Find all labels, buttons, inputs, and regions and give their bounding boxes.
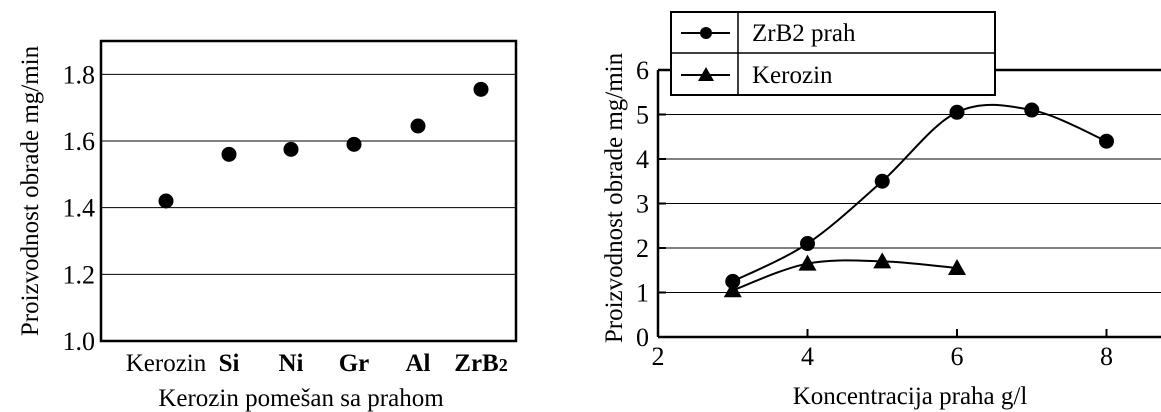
- right-y-tick-label: 4: [636, 145, 649, 174]
- right-y-tick-label: 6: [636, 56, 649, 85]
- right-x-tick-label: 8: [1100, 342, 1113, 371]
- right-y-tick-label: 0: [636, 323, 649, 352]
- legend-label-kerozin: Kerozin: [752, 62, 833, 89]
- series-point-triangle: [798, 254, 817, 271]
- right-y-tick-label: 5: [636, 101, 649, 130]
- left-data-point: [283, 141, 299, 157]
- left-gridlines: [101, 73, 516, 275]
- left-chart: 1.0 1.2 1.4 1.6 1.8 Kerozin Si Ni Gr Al ZrB2 Proi…: [17, 39, 518, 412]
- series-point-triangle: [873, 252, 892, 269]
- left-y-tick-labels: 1.0 1.2 1.4 1.6 1.8: [63, 60, 96, 356]
- series-point-triangle: [723, 281, 742, 298]
- right-x-axis-label: Koncentracija praha g/l: [793, 383, 1028, 410]
- left-x-tick-label: Ni: [279, 350, 304, 377]
- right-series: [723, 102, 1114, 298]
- right-x-tick-label: 4: [801, 342, 814, 371]
- left-y-tick-label: 1.8: [63, 60, 96, 89]
- left-x-tick-label: ZrB2: [454, 350, 507, 377]
- left-data-point: [410, 118, 426, 134]
- right-y-tick-label: 3: [636, 190, 649, 219]
- right-gridlines: [657, 69, 1161, 338]
- left-data-point: [346, 136, 362, 152]
- series-line-0: [732, 103, 1107, 283]
- left-plot-frame: [99, 39, 518, 343]
- right-y-tick-label: 1: [636, 279, 649, 308]
- right-x-tick-labels: 2 4 6 8: [652, 342, 1114, 371]
- right-chart: 0 1 2 3 4 5 6 2 4 6 8 ZrB2 prah Kerozin Proizvodn…: [601, 11, 1161, 410]
- series-point-circle: [949, 104, 965, 120]
- right-x-tick-label: 2: [652, 342, 665, 371]
- left-x-tick-label: Al: [406, 350, 431, 377]
- series-point-circle: [800, 236, 815, 252]
- left-x-tick-labels: Kerozin Si Ni Gr Al ZrB2: [126, 350, 508, 377]
- legend: ZrB2 prah Kerozin: [670, 11, 996, 96]
- left-data-point: [158, 193, 174, 209]
- left-x-tick-label: Si: [219, 350, 240, 377]
- series-point-triangle: [948, 259, 966, 276]
- left-data-point: [473, 81, 489, 97]
- right-y-axis-label: Proizvodnost obrade mg/min: [601, 52, 628, 343]
- right-x-tick-label: 6: [951, 342, 964, 371]
- left-x-tick-label: Gr: [339, 350, 370, 377]
- legend-marker-circle: [700, 27, 712, 39]
- left-x-tick-label: Kerozin: [126, 350, 207, 377]
- series-line-1: [732, 259, 958, 292]
- left-data-points: [158, 81, 489, 209]
- left-x-axis-label: Kerozin pomešan sa prahom: [158, 385, 444, 412]
- left-y-tick-label: 1.4: [63, 194, 96, 223]
- series-point-circle: [1099, 133, 1114, 149]
- legend-marker-triangle: [698, 67, 714, 81]
- left-y-tick-label: 1.0: [63, 327, 96, 356]
- series-point-circle: [1024, 102, 1040, 118]
- left-y-tick-label: 1.6: [63, 127, 96, 156]
- series-point-circle: [874, 173, 890, 189]
- left-data-point: [221, 146, 237, 162]
- left-y-tick-label: 1.2: [63, 260, 96, 289]
- legend-label-zrb2: ZrB2 prah: [752, 20, 856, 47]
- left-y-axis-label: Proizvodnost obrade mg/min: [17, 45, 44, 336]
- right-y-tick-labels: 0 1 2 3 4 5 6: [636, 56, 649, 352]
- right-y-tick-label: 2: [636, 234, 649, 263]
